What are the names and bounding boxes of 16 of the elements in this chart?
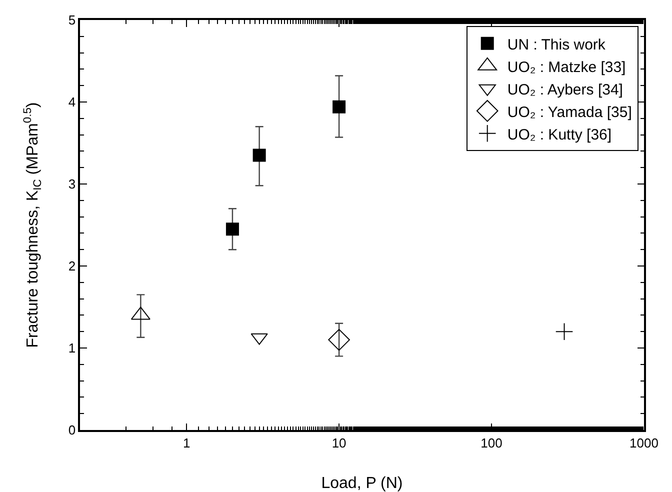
y-tick-label: 3	[68, 176, 76, 192]
x-tick-label: 100	[480, 435, 502, 450]
y-tick-label: 0	[68, 422, 76, 438]
legend-label: UO₂ : Matzke [33]	[507, 58, 626, 76]
x-tick-label: 10	[332, 435, 346, 450]
y-tick-label: 4	[68, 94, 76, 110]
x-tick-label: 1	[182, 435, 190, 450]
y-tick-label: 2	[68, 258, 76, 274]
x-axis-title: Load, P (N)	[321, 475, 403, 492]
y-tick-label: 5	[68, 12, 76, 28]
y-tick-label: 1	[68, 340, 76, 356]
x-tick-label: 1000	[630, 435, 658, 450]
legend-label: UO₂ : Yamada [35]	[507, 104, 632, 121]
legend-label: UO₂ : Aybers [34]	[507, 81, 623, 98]
legend-label: UN : This work	[507, 36, 606, 54]
legend-label: UO₂ : Kutty [36]	[507, 126, 612, 144]
